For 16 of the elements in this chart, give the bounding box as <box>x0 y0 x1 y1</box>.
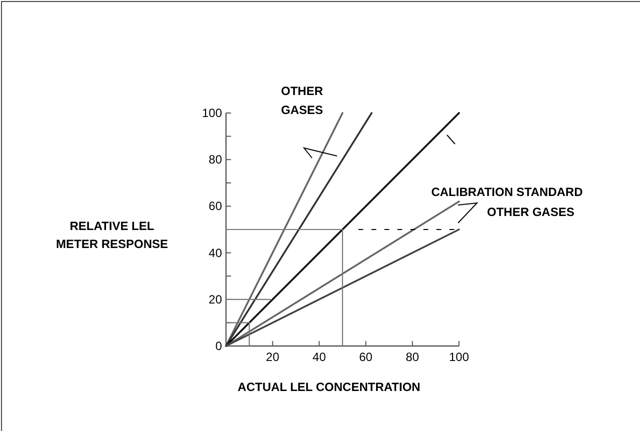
y-tick-label: 60 <box>208 199 222 214</box>
y-tick-label: 80 <box>208 152 222 167</box>
y-tick-label: 20 <box>208 292 222 306</box>
y-tick-label: 0 <box>215 339 222 353</box>
annotation: OTHER GASES <box>280 84 324 117</box>
x-tick-label: 40 <box>312 350 326 364</box>
y-axis-title: RELATIVE LEL METER RESPONSE <box>56 219 168 251</box>
y-tick-label: 100 <box>202 106 222 120</box>
x-tick-label: 20 <box>266 350 280 364</box>
x-tick-label: 100 <box>448 350 470 364</box>
y-tick-label: 40 <box>208 246 222 260</box>
text: OTHER GASES <box>487 205 574 219</box>
x-axis-title: ACTUAL LEL CONCENTRATION <box>238 380 420 394</box>
x-tick-label: 80 <box>406 350 420 364</box>
x-tick-label: 60 <box>359 350 373 364</box>
annotation: CALIBRATION STANDARD <box>431 185 584 199</box>
